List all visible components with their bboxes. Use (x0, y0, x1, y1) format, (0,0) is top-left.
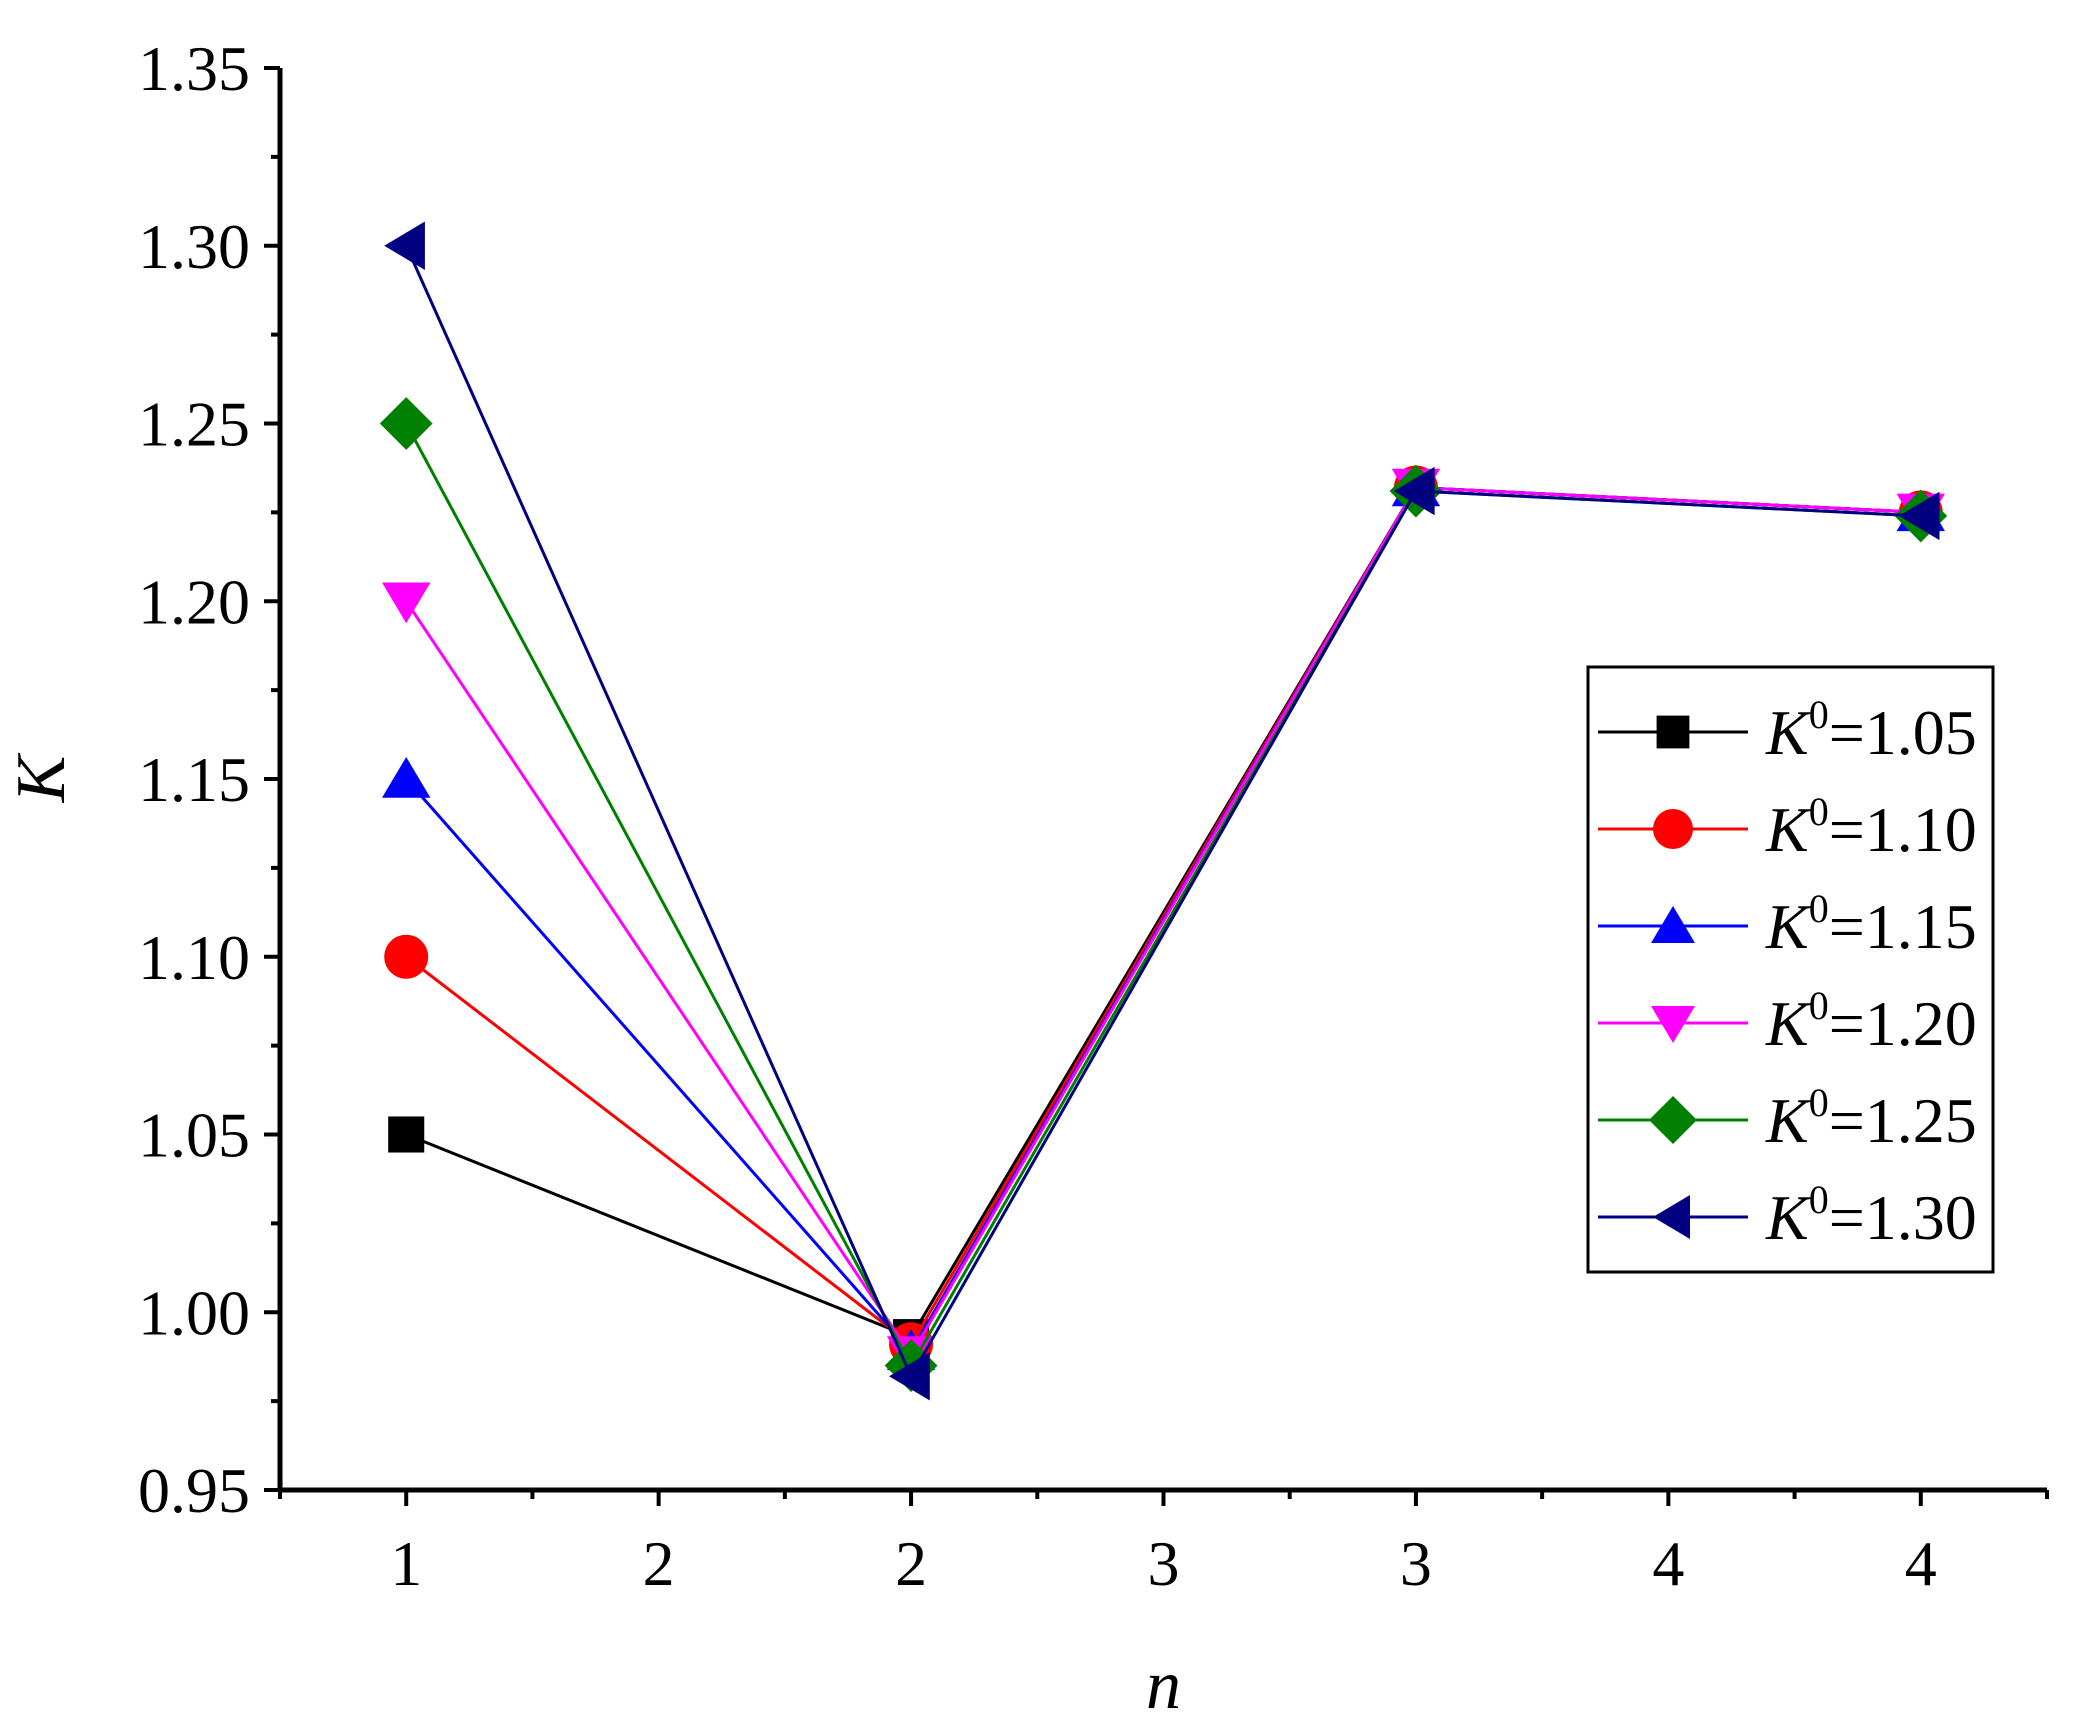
legend-label: K0=1.30 (1765, 1177, 1977, 1253)
y-tick-label: 0.95 (138, 1455, 250, 1526)
legend-label: K0=1.15 (1765, 886, 1977, 962)
legend-item: K0=1.30 (1598, 1177, 1977, 1253)
legend-label: K0=1.25 (1765, 1080, 1977, 1156)
data-point (382, 582, 431, 624)
x-tick-label: 1 (390, 1528, 422, 1599)
legend-label: K0=1.20 (1765, 983, 1977, 1059)
data-point (384, 934, 429, 979)
x-tick-label: 4 (1905, 1528, 1937, 1599)
data-point (889, 1352, 930, 1401)
series-line (404, 485, 1921, 1358)
legend-marker (1653, 1195, 1690, 1239)
legend-item: K0=1.20 (1598, 983, 1977, 1059)
x-axis-title: n (1146, 1647, 1181, 1724)
legend-item: K0=1.05 (1598, 692, 1977, 768)
y-tick-label: 1.10 (138, 922, 250, 993)
legend-item: K0=1.15 (1598, 886, 1977, 962)
y-tick-label: 1.05 (138, 1100, 250, 1171)
series-layer (379, 221, 1948, 1401)
legend-marker (1649, 1096, 1697, 1144)
data-point (388, 1116, 425, 1153)
y-tick-label: 1.00 (138, 1277, 250, 1348)
x-tick-label: 2 (643, 1528, 675, 1599)
y-tick-label: 1.15 (138, 744, 250, 815)
y-axis-title: K (3, 752, 80, 803)
legend-marker (1656, 715, 1690, 749)
data-point (1393, 466, 1435, 516)
x-tick-label: 3 (1148, 1528, 1180, 1599)
y-tick-label: 1.35 (138, 33, 250, 104)
axes: 0.95 1.00 1.05 1.10 1.15 1.20 1.25 1.30 1.35 1 2 2 3… (138, 33, 2049, 1599)
y-tick-label: 1.30 (138, 211, 250, 282)
legend-item: K0=1.25 (1598, 1080, 1977, 1156)
data-point (384, 221, 425, 270)
x-tick-label: 4 (1652, 1528, 1684, 1599)
data-point (382, 757, 431, 798)
legend-marker (1651, 906, 1695, 943)
legend-marker (1651, 1006, 1695, 1043)
legend-item: K0=1.10 (1598, 789, 1977, 865)
x-tick-label: 3 (1400, 1528, 1432, 1599)
y-tick-label: 1.25 (138, 389, 250, 460)
data-point (1898, 491, 1940, 541)
legend: K0=1.05 K0=1.10 K0=1.15 K0=1.20 K0=1.25 K0=1.… (1586, 665, 1995, 1274)
legend-box (1586, 665, 1995, 1274)
series-K0=1.30 (384, 221, 1940, 1401)
y-tick-label: 1.20 (138, 566, 250, 637)
legend-label: K0=1.05 (1765, 692, 1977, 768)
legend-marker (1653, 809, 1693, 849)
x-tick-label: 2 (895, 1528, 927, 1599)
legend-label: K0=1.10 (1765, 789, 1977, 865)
data-point (379, 397, 433, 450)
series-line (404, 245, 1921, 1380)
